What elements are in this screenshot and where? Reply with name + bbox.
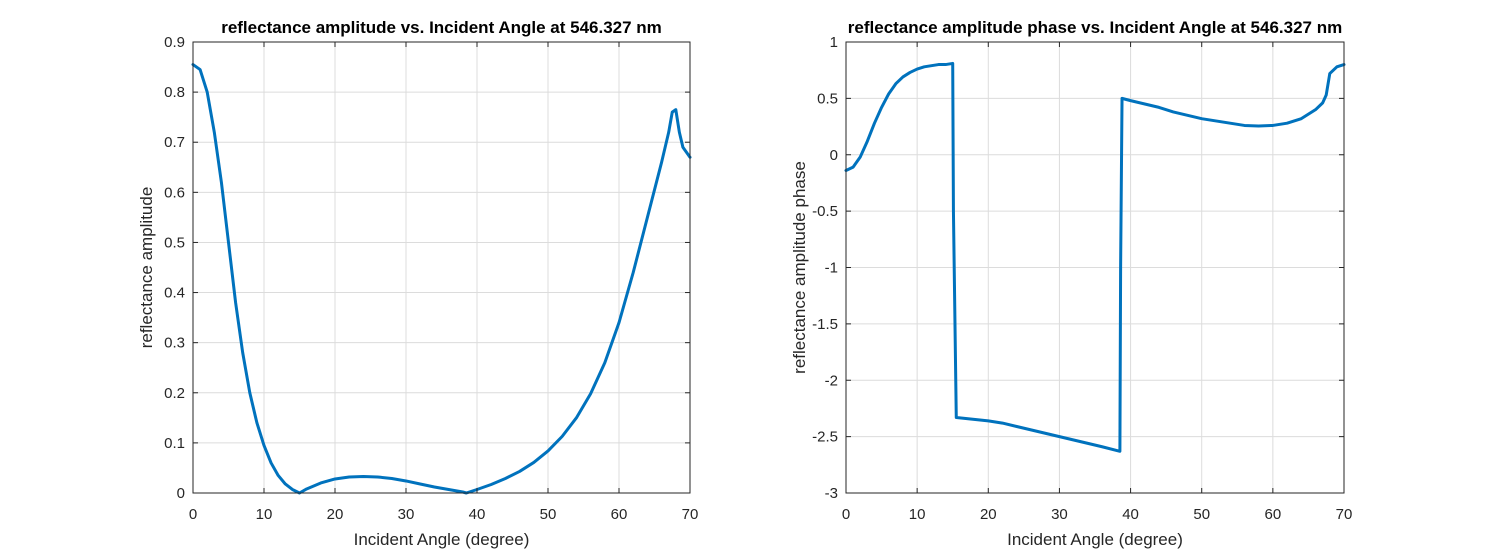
- series-line: [844, 61, 1346, 453]
- x-tick-label: 70: [1336, 506, 1353, 523]
- x-tick-label: 20: [980, 506, 997, 523]
- y-tick-label: -1: [825, 260, 838, 277]
- y-tick-label: 0.3: [164, 335, 185, 352]
- y-tick-label: 0.7: [164, 134, 185, 151]
- y-tick-label: 0.5: [817, 90, 838, 107]
- y-tick-label: 0.2: [164, 385, 185, 402]
- y-tick-label: -1.5: [812, 316, 838, 333]
- x-tick-label: 10: [909, 506, 926, 523]
- chart-title: reflectance amplitude phase vs. Incident…: [848, 18, 1342, 37]
- y-tick-label: -0.5: [812, 203, 838, 220]
- y-axis-label: reflectance amplitude: [137, 187, 156, 349]
- y-tick-label: -2.5: [812, 429, 838, 446]
- axes-box: [192, 41, 691, 494]
- x-axis-label: Incident Angle (degree): [1007, 530, 1183, 549]
- plot-area: [193, 42, 690, 493]
- reflectance-phase-chart: 0 10 20 30 40 50 60 70 -3 -2.5 -2 -1.5 -1 -0.5 0 0.5 1 re…: [790, 18, 1352, 549]
- x-tick-label: 60: [611, 506, 628, 523]
- y-tick-label: 0: [177, 485, 185, 502]
- y-tick-label: 0.6: [164, 184, 185, 201]
- y-tick-label: -2: [825, 372, 838, 389]
- y-tick-label: 0.8: [164, 84, 185, 101]
- y-tick-label: -3: [825, 485, 838, 502]
- x-tick-label: 20: [327, 506, 344, 523]
- x-axis-label: Incident Angle (degree): [354, 530, 530, 549]
- x-tick-label: 50: [540, 506, 557, 523]
- y-tick-label: 0.4: [164, 285, 185, 302]
- x-tick-label: 0: [842, 506, 850, 523]
- y-tick-label: 0.5: [164, 234, 185, 251]
- y-tick-label: 0: [830, 147, 838, 164]
- y-axis-label: reflectance amplitude phase: [790, 161, 809, 374]
- chart-title: reflectance amplitude vs. Incident Angle…: [221, 18, 662, 37]
- x-tick-label: 70: [682, 506, 699, 523]
- x-tick-label: 40: [1122, 506, 1139, 523]
- x-tick-label: 30: [398, 506, 415, 523]
- x-tick-label: 30: [1051, 506, 1068, 523]
- y-tick-label: 0.1: [164, 435, 185, 452]
- reflectance-amplitude-chart: 0 10 20 30 40 50 60 70 0 0.1 0.2 0.3 0.4 0.5 0.6 0.7 0.8…: [137, 18, 698, 549]
- x-tick-label: 10: [256, 506, 273, 523]
- x-tick-label: 50: [1193, 506, 1210, 523]
- y-tick-label: 0.9: [164, 34, 185, 51]
- x-tick-label: 60: [1265, 506, 1282, 523]
- y-tick-label: 1: [830, 34, 838, 51]
- series-line: [191, 63, 692, 495]
- x-tick-label: 0: [189, 506, 197, 523]
- x-tick-label: 40: [469, 506, 486, 523]
